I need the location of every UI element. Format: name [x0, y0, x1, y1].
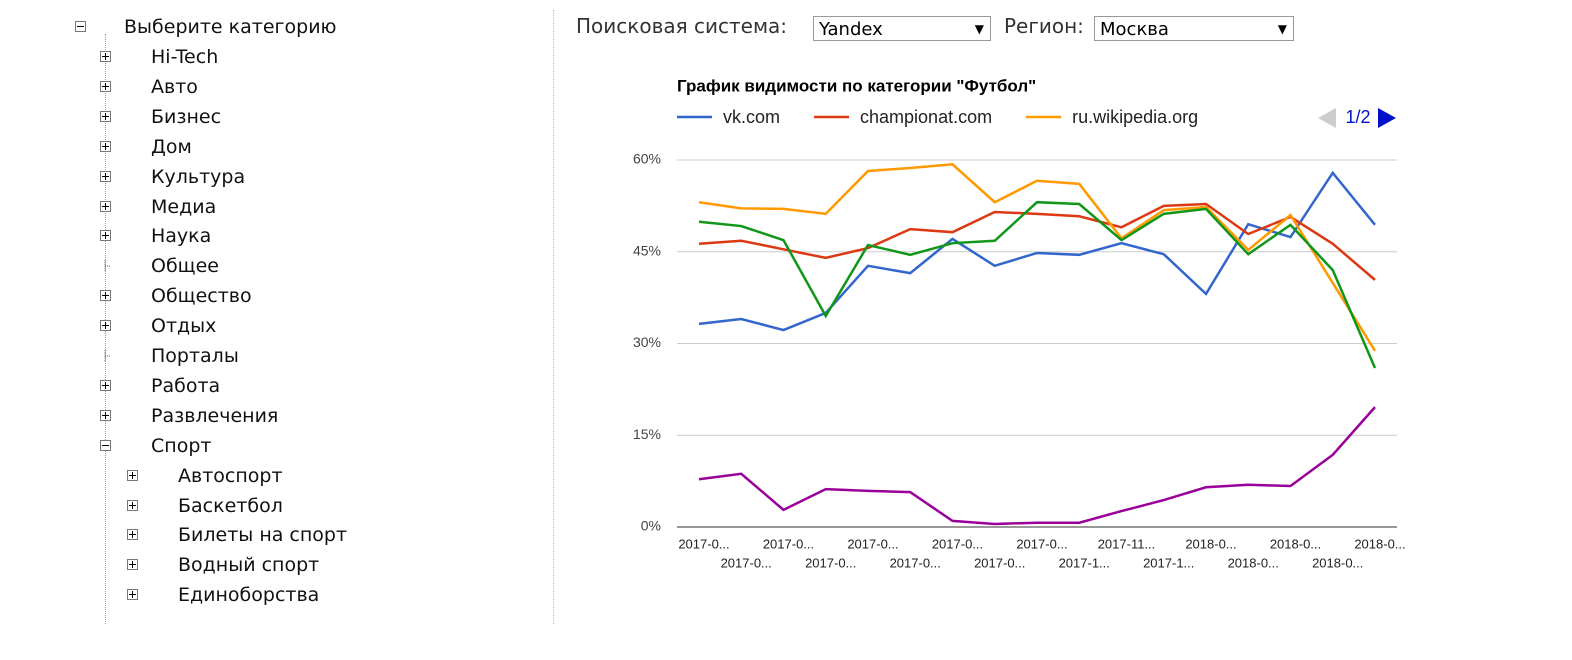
x-tick-label: 2017-0... — [678, 536, 729, 551]
tree-toggle[interactable] — [127, 529, 138, 541]
x-tick-label: 2018-0... — [1354, 536, 1405, 551]
y-tick-label: 0% — [641, 518, 661, 534]
series-line — [698, 162, 1377, 352]
x-tick-label: 2017-0... — [890, 555, 941, 570]
x-tick-label: 2017-0... — [974, 555, 1025, 570]
tree-toggle[interactable] — [75, 21, 86, 32]
tree-node[interactable]: Единоборства — [178, 584, 320, 607]
tree-toggle[interactable] — [100, 439, 111, 451]
x-tick-label: 2018-0... — [1270, 536, 1321, 551]
region-label: Регион: — [1004, 14, 1084, 38]
tree-toggle — [104, 260, 111, 272]
search-engine-label: Поисковая система: — [576, 14, 788, 38]
x-tick-label: 2017-0... — [847, 536, 898, 551]
tree-toggle[interactable] — [100, 290, 111, 302]
tree-toggle[interactable] — [100, 80, 111, 92]
x-tick-label: 2018-0... — [1228, 555, 1279, 570]
tree-toggle — [104, 350, 111, 361]
x-tick-label: 2017-0... — [721, 555, 772, 570]
legend-label: vk.com — [723, 107, 780, 127]
x-tick-label: 2017-1... — [1143, 555, 1194, 570]
tree-toggle[interactable] — [100, 200, 111, 212]
tree-toggle[interactable] — [127, 589, 138, 601]
tree-node[interactable]: Общество — [151, 285, 252, 308]
tree-toggle[interactable] — [100, 230, 111, 242]
tree-node[interactable]: Культура — [151, 165, 246, 188]
tree-node[interactable]: Баскетбол — [178, 494, 283, 517]
tree-node[interactable]: Отдых — [151, 315, 217, 338]
chart: График видимости по категории "Футбол" 0… — [633, 76, 1406, 570]
legend-label: championat.com — [860, 107, 992, 127]
tree-node[interactable]: Дом — [151, 135, 192, 158]
y-tick-label: 60% — [633, 151, 661, 167]
tree-node[interactable]: Hi-Tech — [151, 46, 219, 68]
tree-toggle[interactable] — [100, 379, 111, 391]
x-tick-label: 2017-0... — [763, 536, 814, 551]
tree-node[interactable]: Общее — [151, 255, 219, 278]
legend-page: 1/2 — [1345, 107, 1370, 127]
tree-toggle[interactable] — [100, 409, 111, 421]
x-tick-label: 2017-1... — [1059, 555, 1110, 570]
tree-toggle[interactable] — [127, 469, 138, 481]
tree-node[interactable]: Авто — [151, 75, 198, 98]
tree-node[interactable]: Наука — [151, 225, 212, 248]
y-tick-label: 15% — [633, 426, 661, 442]
tree-toggle[interactable] — [100, 170, 111, 182]
tree-node[interactable]: Спорт — [151, 434, 212, 457]
x-tick-label: 2018-0... — [1185, 536, 1236, 551]
tree-toggle[interactable] — [100, 140, 111, 152]
tree-node[interactable]: Развлечения — [151, 404, 279, 427]
tree-node[interactable]: Бизнес — [151, 105, 222, 128]
tree-node[interactable]: Выберите категорию — [124, 16, 337, 38]
tree-toggle[interactable] — [100, 320, 111, 332]
x-tick-label: 2017-0... — [932, 536, 983, 551]
tree-node[interactable]: Работа — [151, 374, 221, 397]
tree-toggle[interactable] — [100, 110, 111, 122]
tree-toggle[interactable] — [127, 559, 138, 571]
tree-node[interactable]: Водный спорт — [178, 554, 320, 577]
tree-node[interactable]: Порталы — [151, 345, 239, 367]
tree-toggle[interactable] — [100, 51, 111, 62]
tree-node[interactable]: Автоспорт — [178, 464, 283, 487]
legend-next[interactable] — [1378, 108, 1396, 128]
separator — [553, 10, 554, 624]
legend-prev — [1318, 108, 1336, 128]
search-engine-select[interactable]: Yandex — [813, 16, 991, 42]
series-line — [698, 406, 1376, 526]
tree-node[interactable]: Медиа — [151, 195, 217, 218]
x-tick-label: 2017-0... — [805, 555, 856, 570]
x-tick-label: 2017-11... — [1098, 536, 1156, 551]
y-tick-label: 30% — [633, 334, 661, 350]
page: {"search_engine_label": "Поисковая систе… — [0, 0, 1572, 624]
tree-node[interactable]: Билеты на спорт — [178, 524, 348, 547]
legend-label: ru.wikipedia.org — [1072, 107, 1198, 127]
x-tick-label: 2018-0... — [1312, 555, 1363, 570]
series-line — [698, 202, 1376, 281]
y-tick-label: 45% — [633, 242, 661, 258]
chart-title: График видимости по категории "Футбол" — [677, 76, 1036, 95]
x-tick-label: 2017-0... — [1016, 536, 1067, 551]
series-line — [698, 200, 1377, 369]
region-select[interactable]: Москва — [1094, 16, 1294, 42]
tree-toggle[interactable] — [127, 499, 138, 511]
